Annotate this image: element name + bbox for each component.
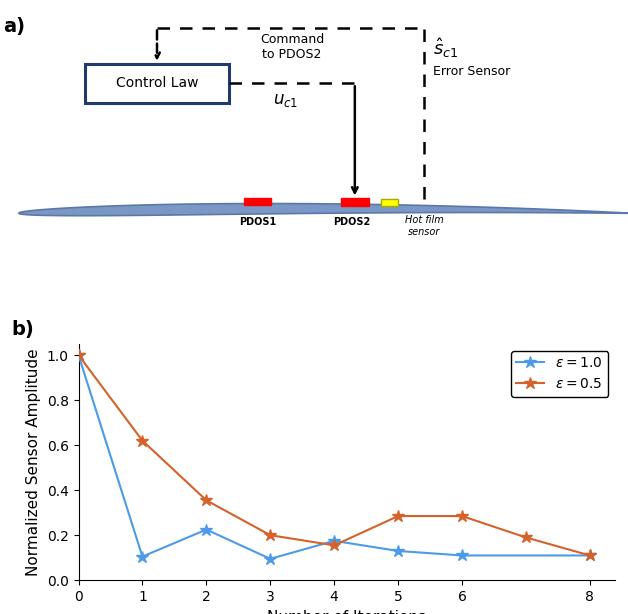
$\epsilon = 1.0$	[266, 555, 274, 562]
Bar	[341, 198, 369, 206]
Text: Error Sensor: Error Sensor	[433, 65, 511, 79]
$\epsilon = 0.5$	[330, 542, 338, 549]
X-axis label: Number of Iterations: Number of Iterations	[268, 610, 426, 614]
$\epsilon = 1.0$	[586, 552, 593, 559]
$\epsilon = 1.0$	[203, 526, 210, 533]
$\epsilon = 0.5$	[394, 512, 402, 519]
Text: b): b)	[11, 320, 34, 339]
Line: $\epsilon = 1.0$: $\epsilon = 1.0$	[72, 349, 596, 565]
Bar	[244, 198, 271, 205]
Text: PDOS2: PDOS2	[333, 217, 371, 227]
$\epsilon = 1.0$	[458, 552, 466, 559]
$\epsilon = 0.5$	[586, 552, 593, 559]
Text: a): a)	[3, 17, 25, 36]
$\epsilon = 1.0$	[330, 537, 338, 545]
Text: PDOS1: PDOS1	[239, 217, 276, 227]
Polygon shape	[19, 203, 628, 216]
$\epsilon = 0.5$	[266, 532, 274, 539]
Text: Control Law: Control Law	[116, 76, 198, 90]
Line: $\epsilon = 0.5$: $\epsilon = 0.5$	[72, 349, 596, 562]
$\epsilon = 0.5$	[522, 534, 529, 541]
Y-axis label: Normalized Sensor Amplitude: Normalized Sensor Amplitude	[26, 348, 41, 576]
$\epsilon = 1.0$	[394, 547, 402, 554]
$\epsilon = 0.5$	[75, 351, 82, 359]
Text: Command
to PDOS2: Command to PDOS2	[260, 33, 324, 61]
Text: Hot film
sensor: Hot film sensor	[404, 215, 443, 237]
Legend: $\epsilon = 1.0$, $\epsilon = 0.5$: $\epsilon = 1.0$, $\epsilon = 0.5$	[511, 351, 609, 397]
Text: $\hat{s}_{c1}$: $\hat{s}_{c1}$	[433, 36, 458, 60]
Bar	[381, 199, 398, 206]
Text: $u_{c1}$: $u_{c1}$	[273, 91, 298, 109]
FancyBboxPatch shape	[85, 64, 229, 103]
$\epsilon = 0.5$	[458, 512, 466, 519]
$\epsilon = 0.5$	[139, 437, 146, 445]
$\epsilon = 1.0$	[75, 351, 82, 359]
$\epsilon = 1.0$	[139, 553, 146, 560]
$\epsilon = 0.5$	[203, 497, 210, 504]
